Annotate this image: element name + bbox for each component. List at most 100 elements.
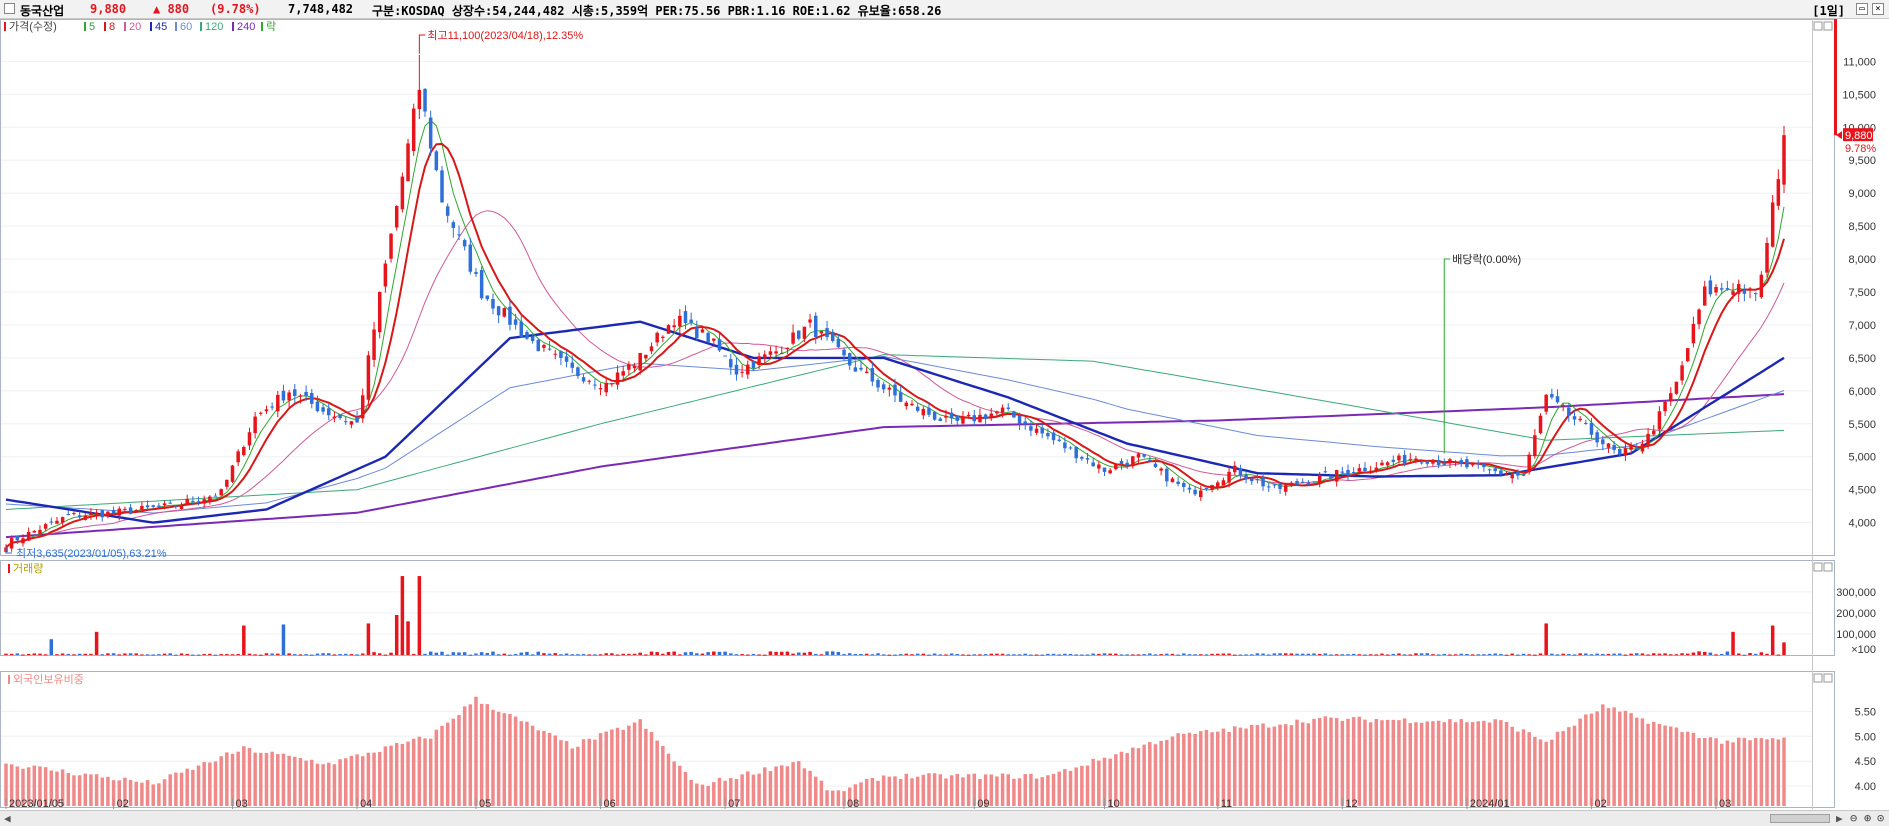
volume-grid bbox=[1, 591, 1812, 635]
foreign-bar bbox=[123, 777, 127, 806]
foreign-bar bbox=[293, 756, 297, 806]
candle bbox=[1300, 478, 1305, 484]
foreign-bar bbox=[1023, 774, 1027, 806]
candle bbox=[542, 343, 546, 352]
foreign-bar bbox=[43, 767, 48, 806]
foreign-bar bbox=[887, 776, 892, 806]
foreign-bar bbox=[649, 731, 654, 806]
foreign-bar bbox=[876, 780, 880, 806]
volume-tick-label: 300,000 bbox=[1836, 587, 1876, 599]
ma20-line bbox=[5, 210, 1785, 548]
restore-icon[interactable]: ▭ bbox=[1856, 3, 1868, 15]
volume-bar bbox=[706, 652, 710, 655]
scroll-thumb[interactable] bbox=[1770, 814, 1830, 823]
volume-bar bbox=[202, 654, 206, 656]
candle bbox=[1589, 417, 1594, 439]
candle bbox=[932, 411, 937, 421]
price-panel-buttons[interactable] bbox=[1813, 21, 1833, 31]
foreign-bar bbox=[457, 715, 461, 806]
volume-bar bbox=[389, 652, 393, 655]
stock-chart[interactable]: 가격(수정) 5 8 20 45 60 120 240 락 거래량 외국인보유비… bbox=[0, 19, 1889, 810]
volume-bar bbox=[1051, 653, 1056, 655]
foreign-bar bbox=[689, 779, 693, 806]
close-icon[interactable]: × bbox=[1872, 3, 1884, 15]
foreign-bar bbox=[32, 765, 37, 806]
candle bbox=[1657, 406, 1662, 435]
foreign-bar bbox=[496, 711, 501, 806]
volume-bar bbox=[185, 653, 189, 655]
candle bbox=[491, 293, 495, 315]
candle bbox=[796, 330, 801, 341]
candle bbox=[1719, 283, 1724, 295]
candle bbox=[406, 138, 410, 182]
foreign-bar bbox=[983, 774, 988, 806]
volume-bar bbox=[966, 654, 971, 656]
zoom-in-icon[interactable]: ⊕ bbox=[1864, 811, 1872, 825]
x-tick-label: 2024/01 bbox=[1470, 798, 1510, 810]
foreign-bar bbox=[1182, 733, 1186, 806]
foreign-bar bbox=[1567, 727, 1571, 806]
volume-bar bbox=[1193, 654, 1197, 656]
candle bbox=[621, 365, 625, 382]
period-selector[interactable]: [1일] bbox=[1812, 4, 1845, 18]
volume-bar bbox=[610, 653, 614, 655]
volume-bar bbox=[242, 625, 246, 655]
candle bbox=[1640, 440, 1645, 454]
candle bbox=[547, 340, 552, 351]
zoom-out-icon[interactable]: ⊖ bbox=[1850, 811, 1858, 825]
volume-bar bbox=[304, 654, 308, 656]
candle bbox=[530, 333, 535, 344]
candle bbox=[825, 320, 829, 341]
volume-bar bbox=[678, 654, 682, 656]
volume-bar bbox=[508, 654, 512, 656]
trade-volume: 7,748,482 bbox=[288, 2, 354, 16]
foreign-bar bbox=[247, 747, 252, 806]
volume-panel-buttons[interactable] bbox=[1813, 562, 1833, 572]
foreign-bar bbox=[1652, 721, 1656, 806]
scroll-left-icon[interactable]: ◀ bbox=[4, 812, 11, 825]
zoom-reset-icon[interactable]: ⊙ bbox=[1877, 811, 1885, 825]
x-tick-label: 11 bbox=[1221, 798, 1232, 810]
candle bbox=[746, 360, 750, 380]
candle bbox=[1674, 381, 1679, 395]
volume-bar bbox=[746, 654, 750, 656]
volume-bar bbox=[1266, 654, 1271, 656]
foreign-bar bbox=[281, 753, 286, 806]
candle bbox=[327, 403, 331, 421]
volume-bar bbox=[1408, 654, 1413, 656]
foreign-bar bbox=[604, 731, 608, 806]
foreign-bar bbox=[1640, 718, 1645, 806]
candle bbox=[1334, 469, 1339, 487]
candle bbox=[921, 406, 926, 420]
foreign-bar bbox=[1595, 711, 1599, 806]
volume-bar bbox=[853, 654, 858, 656]
volume-bar bbox=[1669, 654, 1673, 656]
stock-name[interactable]: 동국산업 bbox=[20, 4, 65, 18]
candle bbox=[151, 504, 155, 510]
candle bbox=[191, 496, 195, 506]
foreign-bar bbox=[321, 764, 325, 806]
volume-bar bbox=[666, 652, 671, 655]
candle bbox=[791, 324, 795, 346]
foreign-panel-buttons[interactable] bbox=[1813, 673, 1833, 683]
volume-bar bbox=[106, 653, 110, 655]
candle bbox=[508, 300, 512, 331]
time-scrollbar[interactable]: ◀ ▶ ⊖ ⊕ ⊙ bbox=[0, 810, 1889, 826]
candle bbox=[666, 324, 671, 334]
volume-bar bbox=[712, 651, 716, 655]
candle bbox=[38, 525, 42, 537]
volume-bar bbox=[1363, 654, 1367, 656]
candle bbox=[757, 352, 761, 370]
candle bbox=[915, 402, 920, 413]
candle bbox=[1629, 442, 1633, 454]
volume-bar bbox=[842, 654, 846, 656]
foreign-bar bbox=[547, 732, 552, 806]
foreign-bar bbox=[581, 739, 586, 806]
volume-bar bbox=[1142, 654, 1146, 656]
foreign-bar bbox=[1493, 719, 1497, 806]
scroll-right-icon[interactable]: ▶ bbox=[1836, 812, 1843, 825]
foreign-bar bbox=[813, 776, 818, 806]
candle bbox=[898, 385, 903, 403]
header-checkbox[interactable] bbox=[4, 3, 15, 14]
volume-bar bbox=[570, 654, 574, 656]
